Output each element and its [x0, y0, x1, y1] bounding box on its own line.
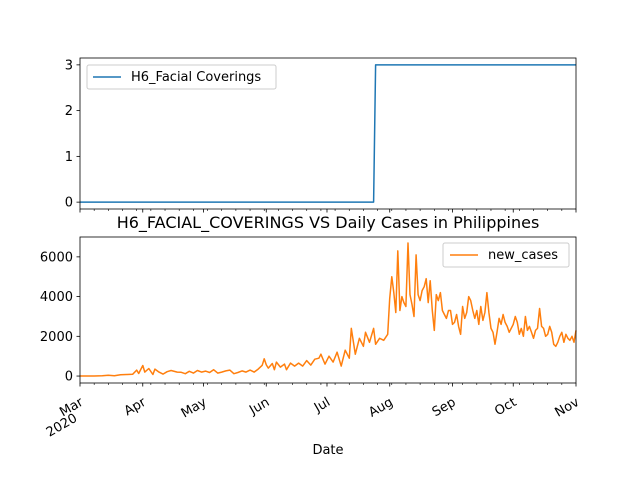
top-legend-box [86, 64, 277, 90]
y-tick-label: 2 [65, 104, 73, 119]
bottom-y-axis: 0 2000 4000 6000 [40, 250, 80, 385]
y-tick-label: 4000 [40, 290, 73, 305]
top-legend: H6_Facial Coverings [86, 64, 277, 90]
bottom-series-layer [80, 242, 577, 377]
y-tick-label: 2000 [40, 330, 73, 345]
y-tick-label: 0 [65, 196, 73, 211]
series-line-new-cases [80, 242, 577, 377]
x-axis-label: Date [312, 443, 343, 458]
bottom-axes-frame [79, 236, 577, 384]
top-axes-frame [79, 57, 577, 210]
x-tick-label: Jul [311, 395, 333, 416]
y-tick-label: 6000 [40, 250, 73, 265]
bottom-legend-box [442, 242, 570, 268]
bottom-chart: H6_FACIAL_COVERINGS VS Daily Cases in Ph… [40, 213, 582, 458]
bottom-legend: new_cases [442, 242, 570, 268]
top-series-layer [80, 64, 576, 203]
bottom-legend-label: new_cases [488, 248, 558, 263]
chart-title: H6_FACIAL_COVERINGS VS Daily Cases in Ph… [117, 213, 540, 233]
y-tick-label: 1 [65, 150, 73, 165]
y-tick-label: 0 [65, 370, 73, 385]
top-chart: 0 1 2 3 H6_Facial Coverings [65, 57, 577, 213]
series-line-h6-facial-coverings [80, 64, 576, 203]
top-x-axis [79, 209, 577, 213]
top-legend-label: H6_Facial Coverings [131, 70, 261, 85]
top-y-axis: 0 1 2 3 [65, 58, 80, 211]
y-tick-label: 3 [65, 58, 73, 73]
